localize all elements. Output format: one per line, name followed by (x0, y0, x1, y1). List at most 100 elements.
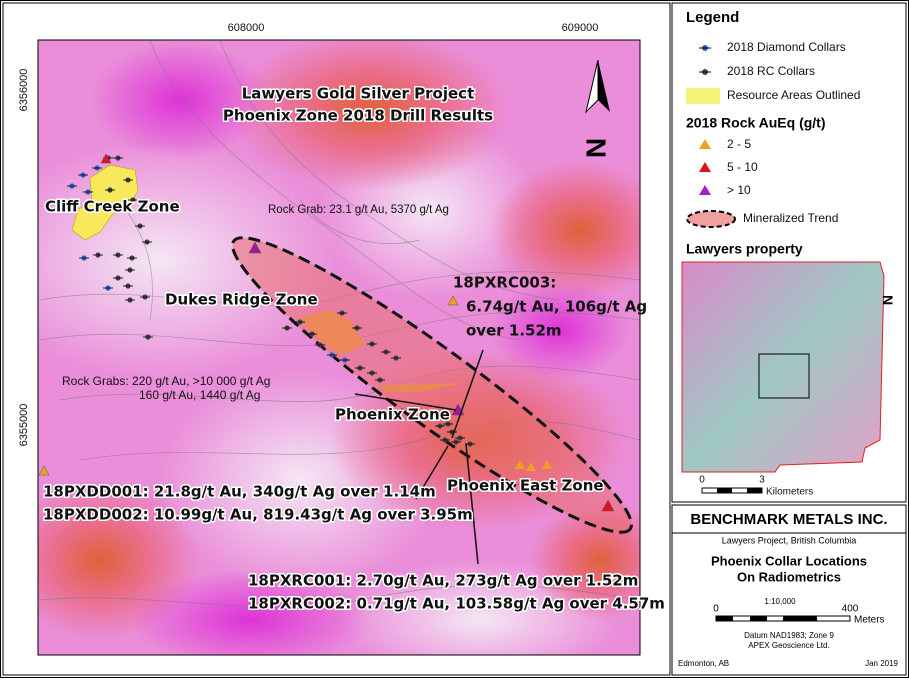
inset-scale-label: 0 (699, 475, 705, 486)
collars (67, 155, 475, 497)
rc-collar (93, 252, 103, 258)
inset-title: Lawyers property (686, 241, 803, 257)
block-title: On Radiometrics (737, 569, 841, 584)
legend-title: Legend (686, 9, 739, 26)
legend-symbol (699, 45, 711, 51)
inset-extent (758, 353, 810, 399)
legend-item: Mineralized Trend (743, 211, 838, 225)
rc-collar (435, 423, 445, 429)
annotation: Rock Grab: 23.1 g/t Au, 5370 g/t Ag (268, 204, 449, 216)
map-outer-frame (2, 2, 671, 676)
annotation: 160 g/t Au, 1440 g/t Ag (139, 388, 260, 402)
rc-collar (443, 421, 453, 427)
legend-item: > 10 (727, 183, 751, 197)
rc-collar (315, 342, 325, 348)
diamond-collar (92, 165, 102, 171)
block-title: Phoenix Collar Locations (711, 553, 867, 568)
diamond-collar (67, 183, 77, 189)
rc-collar (135, 223, 145, 229)
date: Jan 2019 (865, 659, 898, 668)
grid-label-x: 609000 (562, 22, 599, 34)
diamond-collar (83, 189, 93, 195)
rc-collar (282, 325, 292, 331)
rc-collar (123, 177, 133, 183)
rc-collar (128, 197, 138, 203)
legend-item: 2 - 5 (727, 137, 751, 151)
rc-collar (143, 334, 153, 340)
rc-collar (337, 310, 347, 316)
grid-label-x: 608000 (228, 22, 265, 34)
datum: Datum NAD1983; Zone 9 (744, 631, 834, 640)
rc-collar (307, 331, 317, 337)
rc-collar (352, 325, 362, 331)
diamond-collar (103, 285, 113, 291)
location: Lawyers Project, British Columbia (722, 535, 857, 545)
rc-collar (375, 377, 385, 383)
rc-collar (355, 365, 365, 371)
inset-north: N (880, 295, 896, 305)
rc-collar (140, 294, 150, 300)
inset-scale-unit: Kilometers (766, 487, 813, 498)
rc-collar (367, 341, 377, 347)
inset-scale-bar (701, 487, 763, 494)
diamond-collar (340, 357, 350, 363)
legend-symbol (699, 185, 711, 195)
place: Edmonton, AB (678, 659, 729, 668)
rc-collar (391, 355, 401, 361)
legend-item: Resource Areas Outlined (727, 88, 860, 102)
rc-collar (455, 435, 465, 441)
annotation: 18PXRC003: (453, 274, 556, 292)
scale-unit: Meters (854, 615, 885, 626)
annotation: 18PXRC002: 0.71g/t Au, 103.58g/t Ag over… (248, 595, 665, 613)
zone-label: Dukes Ridge Zone (165, 291, 318, 309)
annotation: 18PXDD001: 21.8g/t Au, 340g/t Ag over 1.… (43, 483, 436, 501)
map-title: Phoenix Zone 2018 Drill Results (223, 107, 493, 125)
legend-symbol (699, 162, 711, 172)
north-label: N (580, 138, 611, 158)
map-area (38, 40, 640, 655)
rc-collar (440, 437, 450, 443)
rc-collar (127, 255, 137, 261)
annotation: over 1.52m (466, 322, 562, 340)
rc-collar (142, 239, 152, 245)
scale-label: 0 (713, 604, 719, 615)
legend-symbol (699, 69, 711, 75)
grid-label-y: 6355000 (18, 404, 30, 447)
legend-item: 2018 RC Collars (727, 64, 815, 78)
rc-collar (367, 370, 377, 376)
annotation: 6.74g/t Au, 106g/t Ag (466, 298, 647, 316)
rc-collar (125, 297, 135, 303)
rc-collar (381, 349, 391, 355)
legend-symbol (686, 210, 736, 228)
legend-symbol (699, 139, 711, 149)
company-name: BENCHMARK METALS INC. (690, 511, 887, 528)
map-frame (37, 39, 641, 656)
legend-item: 2018 Diamond Collars (727, 40, 846, 54)
annotation: Rock Grabs: 220 g/t Au, >10 000 g/t Ag (62, 374, 270, 388)
zone-label: Cliff Creek Zone (45, 198, 180, 216)
rc-collar (113, 252, 123, 258)
north-arrow: N (580, 59, 611, 158)
legend-subtitle: 2018 Rock AuEq (g/t) (686, 115, 826, 131)
scale-label: 400 (842, 604, 859, 615)
author: APEX Geoscience Ltd. (748, 641, 829, 650)
zone-label: Phoenix East Zone (447, 477, 604, 495)
annotation: 18PXDD002: 10.99g/t Au, 819.43g/t Ag ove… (43, 506, 473, 524)
rc-collar (125, 267, 135, 273)
diamond-collar (78, 172, 88, 178)
annotation: 18PXRC001: 2.70g/t Au, 273g/t Ag over 1.… (248, 572, 638, 590)
legend-item: 5 - 10 (727, 160, 758, 174)
zone-label: Phoenix Zone (335, 406, 450, 424)
rc-collar (451, 439, 461, 445)
diamond-collar (327, 352, 337, 358)
scale-bar (715, 615, 851, 622)
inset-scale-label: 3 (759, 475, 765, 486)
rc-collar (123, 283, 133, 289)
rc-collar (429, 415, 439, 421)
legend-symbol (686, 88, 720, 104)
rc-collar (113, 275, 123, 281)
scale-ratio: 1:10,000 (764, 597, 796, 606)
map-title: Lawyers Gold Silver Project (242, 85, 475, 103)
rc-collar (105, 187, 115, 193)
